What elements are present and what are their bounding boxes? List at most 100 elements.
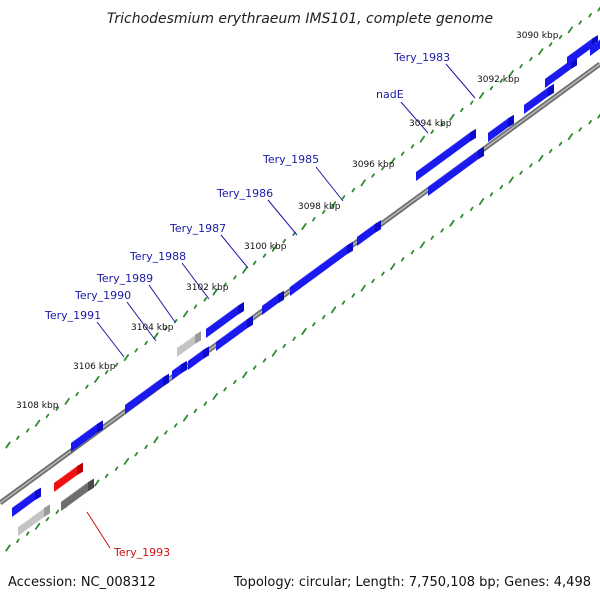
tick-mark bbox=[242, 371, 248, 379]
feature-front-face bbox=[177, 334, 195, 357]
tick-mark bbox=[321, 314, 326, 320]
feature-front-face bbox=[206, 305, 238, 338]
feature-end-face bbox=[247, 315, 253, 329]
tick-mark bbox=[440, 122, 444, 127]
tick-mark bbox=[588, 120, 592, 125]
gene-feature-blue[interactable] bbox=[290, 241, 353, 296]
gene-feature-blue[interactable] bbox=[428, 146, 484, 196]
tick-mark bbox=[360, 284, 366, 292]
scale-tick-label: 3098 kbp bbox=[298, 202, 341, 212]
feature-front-face bbox=[188, 350, 203, 370]
tick-mark bbox=[55, 406, 60, 411]
feature-end-face bbox=[44, 504, 50, 517]
feature-front-face bbox=[262, 294, 278, 315]
gene-feature-blue[interactable] bbox=[125, 373, 169, 414]
gene-feature-red[interactable] bbox=[54, 462, 83, 492]
gene-feature-blue[interactable] bbox=[488, 114, 514, 142]
feature-top-face bbox=[206, 301, 244, 329]
gene-label[interactable]: Tery_1988 bbox=[129, 250, 186, 263]
tick-mark bbox=[440, 228, 444, 233]
gene-label[interactable]: Tery_1986 bbox=[216, 187, 273, 200]
label-connector-line bbox=[267, 199, 298, 236]
tick-mark bbox=[5, 441, 11, 449]
tick-mark bbox=[578, 127, 583, 132]
tick-mark bbox=[55, 509, 60, 515]
gene-label[interactable]: Tery_1983 bbox=[393, 51, 450, 64]
tick-mark bbox=[371, 173, 375, 178]
feature-end-face bbox=[97, 420, 103, 433]
scale-tick-label: 3094 kbp bbox=[409, 119, 452, 129]
tick-mark bbox=[271, 244, 278, 252]
label-connector-line bbox=[148, 284, 176, 323]
feature-front-face bbox=[71, 423, 97, 452]
scale-tick-label: 3106 kbp bbox=[73, 362, 116, 372]
gene-feature-darkgray[interactable] bbox=[61, 478, 94, 511]
feature-top-face bbox=[567, 35, 598, 57]
tick-mark bbox=[123, 354, 130, 362]
gene-label[interactable]: Tery_1985 bbox=[262, 153, 319, 166]
feature-end-face bbox=[238, 301, 244, 315]
gene-feature-blue[interactable] bbox=[12, 487, 41, 517]
feature-end-face bbox=[470, 128, 476, 142]
tick-mark bbox=[390, 263, 396, 271]
gene-label[interactable]: Tery_1993 bbox=[113, 546, 170, 559]
tick-mark bbox=[173, 319, 178, 324]
feature-top-face bbox=[216, 315, 253, 342]
tick-mark bbox=[567, 26, 574, 34]
tick-mark bbox=[558, 34, 563, 40]
tick-mark bbox=[153, 332, 159, 340]
tick-mark bbox=[312, 217, 316, 222]
gene-feature-blue[interactable] bbox=[71, 420, 103, 452]
gene-label[interactable]: Tery_1987 bbox=[169, 222, 226, 235]
feature-front-face bbox=[416, 132, 470, 181]
tick-mark bbox=[400, 151, 405, 156]
gene-feature-blue[interactable] bbox=[206, 301, 244, 338]
tick-mark bbox=[164, 430, 168, 435]
tick-mark bbox=[223, 387, 227, 392]
tick-mark bbox=[25, 428, 30, 433]
gene-label[interactable]: Tery_1991 bbox=[44, 309, 101, 322]
gene-feature-blue[interactable] bbox=[216, 315, 253, 351]
gene-label[interactable]: Tery_1990 bbox=[74, 289, 131, 302]
feature-front-face bbox=[18, 507, 44, 536]
gene-feature-gray[interactable] bbox=[18, 504, 50, 536]
tick-dot-row bbox=[5, 6, 600, 449]
gene-feature-blue[interactable] bbox=[416, 128, 476, 181]
gene-label[interactable]: nadE bbox=[376, 88, 404, 101]
gene-feature-blue[interactable] bbox=[188, 346, 209, 370]
tick-mark bbox=[252, 260, 257, 266]
tick-mark bbox=[45, 516, 50, 522]
label-connector-line bbox=[86, 511, 111, 549]
gene-feature-blue[interactable] bbox=[357, 220, 381, 246]
feature-top-face bbox=[590, 39, 600, 47]
tick-mark bbox=[538, 48, 544, 56]
tick-dot-row bbox=[5, 113, 600, 552]
gene-label[interactable]: Tery_1989 bbox=[96, 272, 153, 285]
tick-mark bbox=[252, 365, 257, 370]
tick-mark bbox=[262, 358, 267, 363]
feature-end-face bbox=[88, 478, 94, 492]
feature-end-face bbox=[508, 114, 514, 128]
map-title: Trichodesmium erythraeum IMS101, complet… bbox=[107, 11, 493, 27]
tick-mark bbox=[381, 271, 385, 276]
feature-front-face bbox=[54, 466, 77, 492]
feature-top-face bbox=[125, 373, 169, 405]
feature-end-face bbox=[195, 331, 201, 344]
tick-mark bbox=[134, 348, 139, 353]
tick-mark bbox=[64, 397, 70, 405]
tick-mark bbox=[419, 135, 426, 143]
tick-mark bbox=[341, 195, 346, 200]
tick-mark bbox=[499, 184, 504, 190]
tick-mark bbox=[548, 148, 553, 154]
gene-feature-gray[interactable] bbox=[177, 331, 201, 357]
gene-feature-blue[interactable] bbox=[172, 360, 187, 380]
tick-mark bbox=[548, 42, 553, 47]
gene-feature-blue[interactable] bbox=[262, 290, 284, 315]
gene-feature-blue[interactable] bbox=[524, 83, 554, 114]
tick-mark bbox=[489, 192, 494, 197]
tick-mark bbox=[34, 522, 41, 530]
tick-mark bbox=[410, 249, 415, 255]
tick-mark bbox=[203, 401, 208, 406]
gene-feature-blue[interactable] bbox=[590, 36, 600, 56]
